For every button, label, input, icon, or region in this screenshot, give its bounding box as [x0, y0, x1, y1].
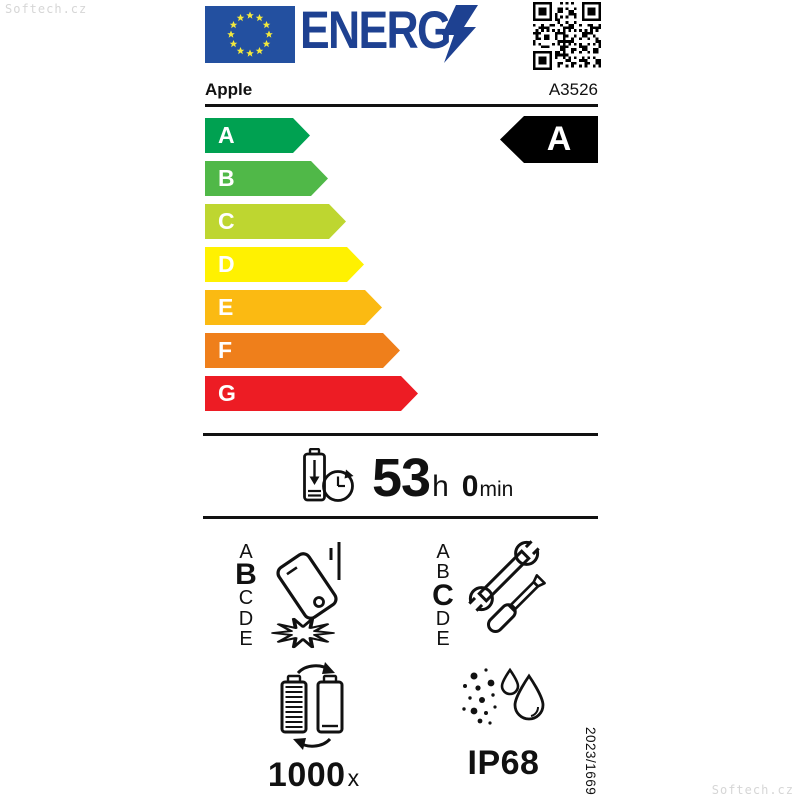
class-arrow-f: F	[205, 333, 400, 368]
model-number: A3526	[548, 80, 598, 99]
class-arrow-e: E	[205, 290, 382, 325]
scale-letter: D	[238, 607, 254, 630]
lightning-bolt-icon	[442, 5, 478, 63]
class-label: D	[218, 251, 235, 277]
class-arrow-a: A	[205, 118, 310, 153]
scale-letter: E	[239, 628, 253, 650]
drop-resistance-panel: A B C D E	[231, 538, 401, 653]
energy-label: ENERG Apple A3526 A B C D E F G A	[203, 0, 601, 800]
endurance-minutes-unit: min	[479, 478, 514, 501]
ingress-protection-panel: IP68	[421, 660, 586, 783]
scale-letter: C	[432, 578, 454, 612]
drop-resistance-scale: A B C D E	[231, 538, 261, 653]
scale-letter: B	[436, 561, 450, 583]
regulation-number: 2023/1669	[583, 727, 598, 796]
battery-endurance-section: 53 h 0 min	[203, 444, 598, 512]
repairability-scale: A B C D E	[428, 538, 458, 653]
endurance-minutes: 0	[461, 470, 479, 503]
battery-cycles-panel: 1000 x	[231, 660, 396, 795]
divider	[203, 516, 598, 519]
scale-letter: B	[235, 558, 257, 591]
watermark-bottom-right: Softech.cz	[711, 783, 794, 797]
falling-phone-icon	[271, 542, 341, 649]
dust-water-icon	[462, 667, 545, 725]
scale-letter: D	[435, 607, 451, 630]
repairability-panel: A B C D E	[428, 538, 598, 653]
class-arrow-b: B	[205, 161, 328, 196]
class-label: B	[218, 165, 235, 191]
product-row: Apple A3526	[205, 80, 598, 107]
cycle-count: 1000	[267, 756, 346, 794]
class-arrow-c: C	[205, 204, 346, 239]
eu-flag	[205, 6, 295, 63]
endurance-hours-unit: h	[432, 470, 449, 503]
efficiency-scale: A B C D E F G	[205, 118, 418, 419]
scale-letter: A	[436, 540, 450, 563]
scale-letter: A	[239, 540, 253, 563]
class-label: G	[218, 380, 236, 406]
endurance-hours: 53	[372, 448, 431, 508]
battery-clock-icon	[303, 448, 354, 502]
ip-rating: IP68	[467, 744, 540, 782]
scale-letter: C	[238, 587, 254, 609]
class-arrow-g: G	[205, 376, 418, 411]
scale-letter: E	[436, 628, 450, 650]
cycle-unit: x	[347, 765, 360, 791]
divider	[203, 433, 598, 436]
class-label: C	[218, 208, 235, 234]
class-label: E	[218, 294, 234, 320]
rating-letter: A	[546, 120, 572, 158]
rating-arrow: A	[500, 116, 598, 163]
class-label: F	[218, 337, 233, 363]
class-arrow-d: D	[205, 247, 364, 282]
qr-code	[533, 2, 601, 70]
tools-icon	[466, 538, 546, 634]
brand-name: Apple	[205, 80, 253, 99]
battery-cycles-icon	[280, 662, 343, 750]
energ-logo: ENERG	[300, 1, 452, 60]
watermark-top-left: Softech.cz	[5, 2, 88, 16]
class-label: A	[218, 122, 235, 148]
